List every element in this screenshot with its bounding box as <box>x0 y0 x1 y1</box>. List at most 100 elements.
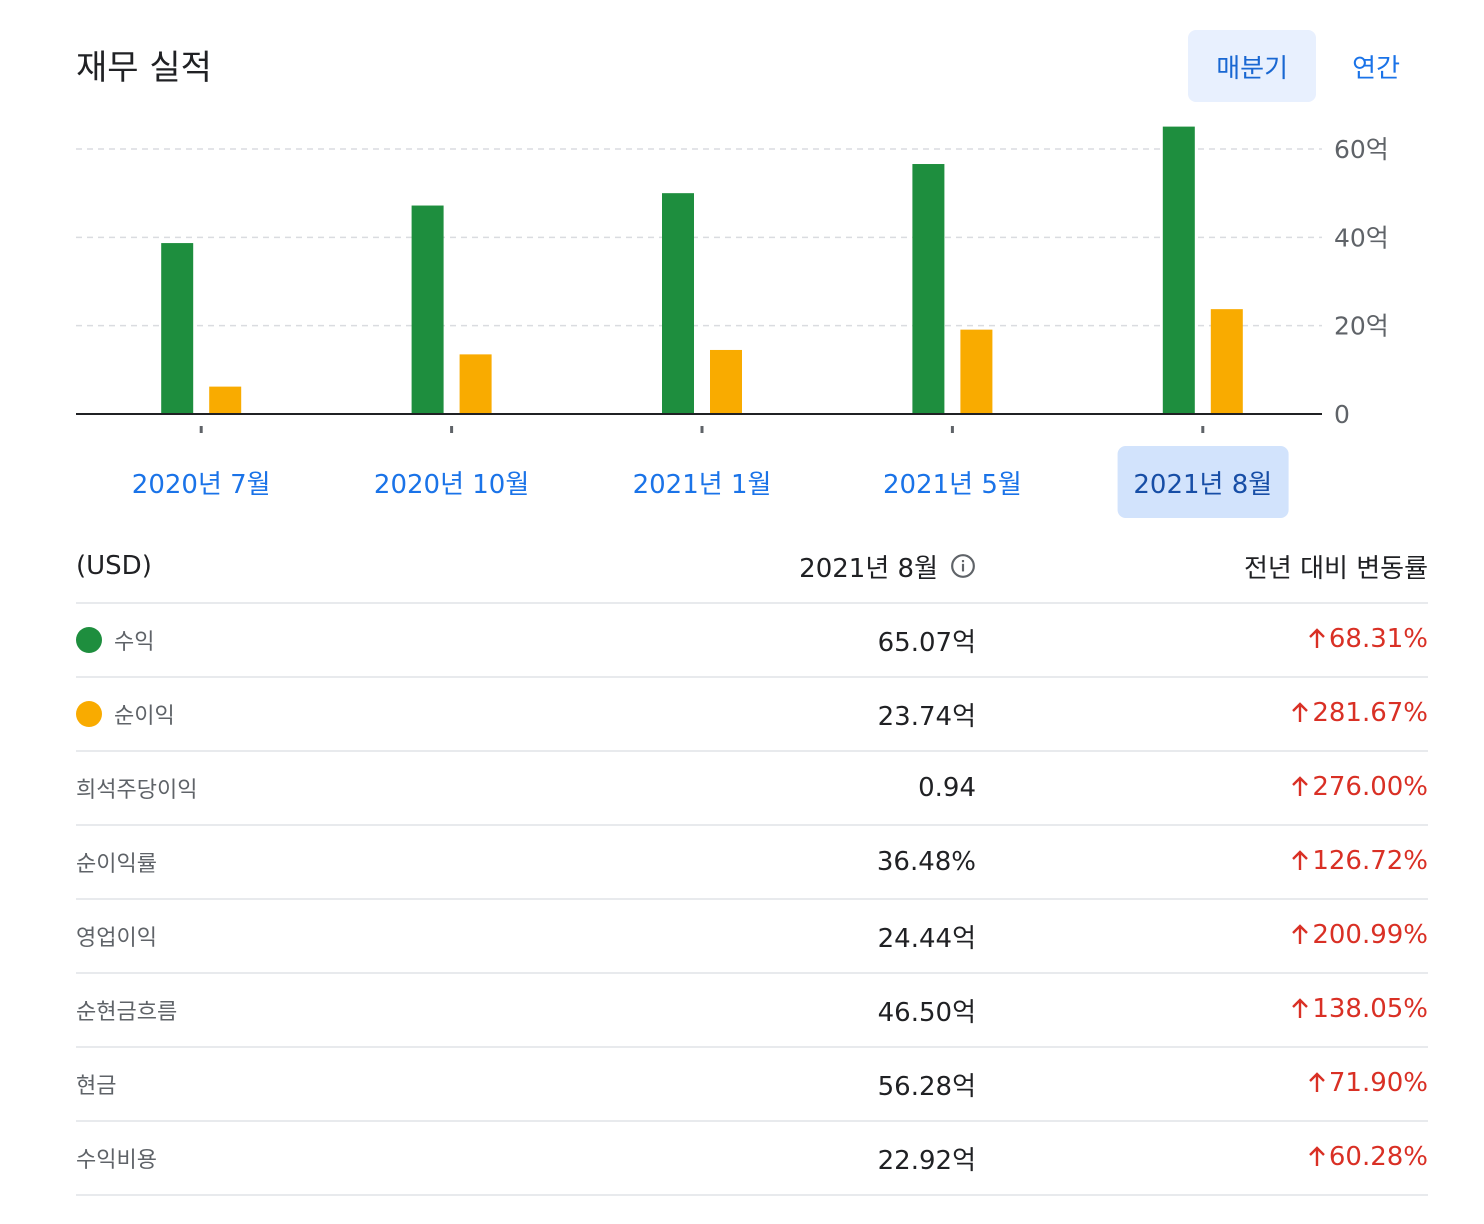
tab-annual[interactable]: 연간 <box>1352 53 1400 84</box>
value-cell: 22.92억 <box>636 1121 976 1196</box>
change-text: 138.05% <box>1312 993 1428 1024</box>
metric-cell: 수익비용 <box>76 1121 636 1196</box>
change-header: 전년 대비 변동률 <box>976 530 1428 604</box>
change-value: 71.90% <box>1307 1068 1428 1098</box>
arrow-upward-icon <box>1292 849 1309 870</box>
x-tick-label[interactable]: 2021년 8월 <box>1117 446 1289 518</box>
metric-value: 23.74억 <box>877 701 976 732</box>
x-tick-label[interactable]: 2021년 1월 <box>632 469 772 500</box>
metric-value: 24.44억 <box>877 923 976 954</box>
bar-net-income[interactable] <box>960 329 993 414</box>
table-row: 희석주당이익 0.94 276.00% <box>76 751 1428 826</box>
bar-revenue[interactable] <box>662 193 694 414</box>
bar-revenue[interactable] <box>411 205 444 414</box>
table-row: 순이익률 36.48% 126.72% <box>76 825 1428 900</box>
metric-label: 수익 <box>114 630 155 655</box>
bar-revenue[interactable] <box>912 164 945 414</box>
metric-cell: 현금 <box>76 1047 636 1122</box>
value-cell: 56.28억 <box>636 1047 976 1122</box>
change-value: 68.31% <box>1307 624 1428 654</box>
metric-label-wrap: 순이익률 <box>76 846 636 878</box>
chart-period-selector: 2020년 7월 2020년 10월 2021년 1월 2021년 5월 2021년 8… <box>0 446 1484 518</box>
table-row: 현금 56.28억 71.90% <box>76 1047 1428 1122</box>
y-tick-label: 0 <box>1334 400 1350 429</box>
change-value: 200.99% <box>1290 920 1428 950</box>
x-tick-label[interactable]: 2020년 10월 <box>373 469 530 500</box>
tab-quarterly[interactable]: 매분기 <box>1188 30 1317 102</box>
metric-label: 수익비용 <box>76 1148 157 1173</box>
metric-value: 46.50억 <box>877 997 976 1028</box>
financial-bar-chart: 0 20억 40억 60억 <box>76 126 1389 433</box>
bar-net-income[interactable] <box>459 354 492 414</box>
change-cell: 138.05% <box>976 973 1428 1048</box>
change-cell: 281.67% <box>976 677 1428 752</box>
period-toggle: 매분기 연간 <box>1188 30 1426 102</box>
table-row: 수익비용 22.92억 60.28% <box>76 1121 1428 1196</box>
metric-cell: 희석주당이익 <box>76 751 636 826</box>
metric-value: 36.48% <box>876 847 976 877</box>
change-cell: 68.31% <box>976 603 1428 678</box>
arrow-upward-icon <box>1292 701 1309 722</box>
x-tick-label[interactable]: 2020년 7월 <box>131 469 271 500</box>
table-row: 수익 65.07억 68.31% <box>76 603 1428 678</box>
change-text: 276.00% <box>1312 771 1428 802</box>
metric-label-wrap: 수익비용 <box>76 1142 636 1174</box>
metric-value: 0.94 <box>918 773 976 803</box>
metric-label-wrap: 영업이익 <box>76 920 636 952</box>
change-text: 281.67% <box>1312 697 1428 728</box>
change-cell: 200.99% <box>976 899 1428 974</box>
metric-label-wrap: 순현금흐름 <box>76 994 636 1026</box>
metric-label: 영업이익 <box>76 926 157 951</box>
bar-revenue[interactable] <box>1162 126 1195 415</box>
metric-label: 순이익 <box>114 704 175 729</box>
metric-cell: 순이익률 <box>76 825 636 900</box>
change-value: 281.67% <box>1290 698 1428 728</box>
change-text: 68.31% <box>1328 623 1428 654</box>
value-cell: 24.44억 <box>636 899 976 974</box>
period-header-label: 2021년 8월 <box>799 553 938 584</box>
metric-label-wrap: 순이익 <box>76 698 636 730</box>
metric-label-wrap: 희석주당이익 <box>76 772 636 804</box>
metric-label-wrap: 수익 <box>76 624 636 656</box>
metric-label: 순현금흐름 <box>76 1000 178 1025</box>
metric-label-wrap: 현금 <box>76 1068 636 1100</box>
bar-net-income[interactable] <box>710 349 742 414</box>
arrow-upward-icon <box>1309 1145 1325 1166</box>
financials-table: (USD) 2021년 8월 전년 대비 변동률 수익 65.07억 68.31% 순… <box>76 530 1428 1196</box>
change-value: 126.72% <box>1290 846 1428 876</box>
bar-net-income[interactable] <box>209 386 242 414</box>
info-icon[interactable] <box>950 553 976 579</box>
bar-net-income[interactable] <box>1210 309 1243 414</box>
change-text: 71.90% <box>1328 1067 1428 1098</box>
change-cell: 126.72% <box>976 825 1428 900</box>
change-value: 276.00% <box>1290 772 1428 802</box>
value-cell: 36.48% <box>636 825 976 900</box>
arrow-upward-icon <box>1292 923 1309 944</box>
arrow-upward-icon <box>1292 997 1309 1018</box>
bar-revenue[interactable] <box>161 243 194 414</box>
period-header: 2021년 8월 <box>636 530 976 604</box>
metric-cell: 순현금흐름 <box>76 973 636 1048</box>
x-tick-label[interactable]: 2021년 5월 <box>882 469 1022 500</box>
currency-header: (USD) <box>76 530 636 604</box>
metric-cell: 영업이익 <box>76 899 636 974</box>
value-cell: 0.94 <box>636 751 976 826</box>
change-cell: 71.90% <box>976 1047 1428 1122</box>
change-cell: 60.28% <box>976 1121 1428 1196</box>
value-cell: 46.50억 <box>636 973 976 1048</box>
change-value: 138.05% <box>1290 994 1428 1024</box>
table-header-row: (USD) 2021년 8월 전년 대비 변동률 <box>76 530 1428 604</box>
arrow-upward-icon <box>1309 627 1325 648</box>
table-row: 순이익 23.74억 281.67% <box>76 677 1428 752</box>
change-value: 60.28% <box>1307 1142 1428 1172</box>
metric-value: 65.07억 <box>877 627 976 658</box>
change-text: 126.72% <box>1312 845 1428 876</box>
value-cell: 65.07억 <box>636 603 976 678</box>
page-title: 재무 실적 <box>76 48 212 88</box>
table-row: 순현금흐름 46.50억 138.05% <box>76 973 1428 1048</box>
value-cell: 23.74억 <box>636 677 976 752</box>
change-cell: 276.00% <box>976 751 1428 826</box>
arrow-upward-icon <box>1292 775 1309 796</box>
y-tick-label: 40억 <box>1334 223 1389 252</box>
arrow-upward-icon <box>1309 1071 1325 1092</box>
